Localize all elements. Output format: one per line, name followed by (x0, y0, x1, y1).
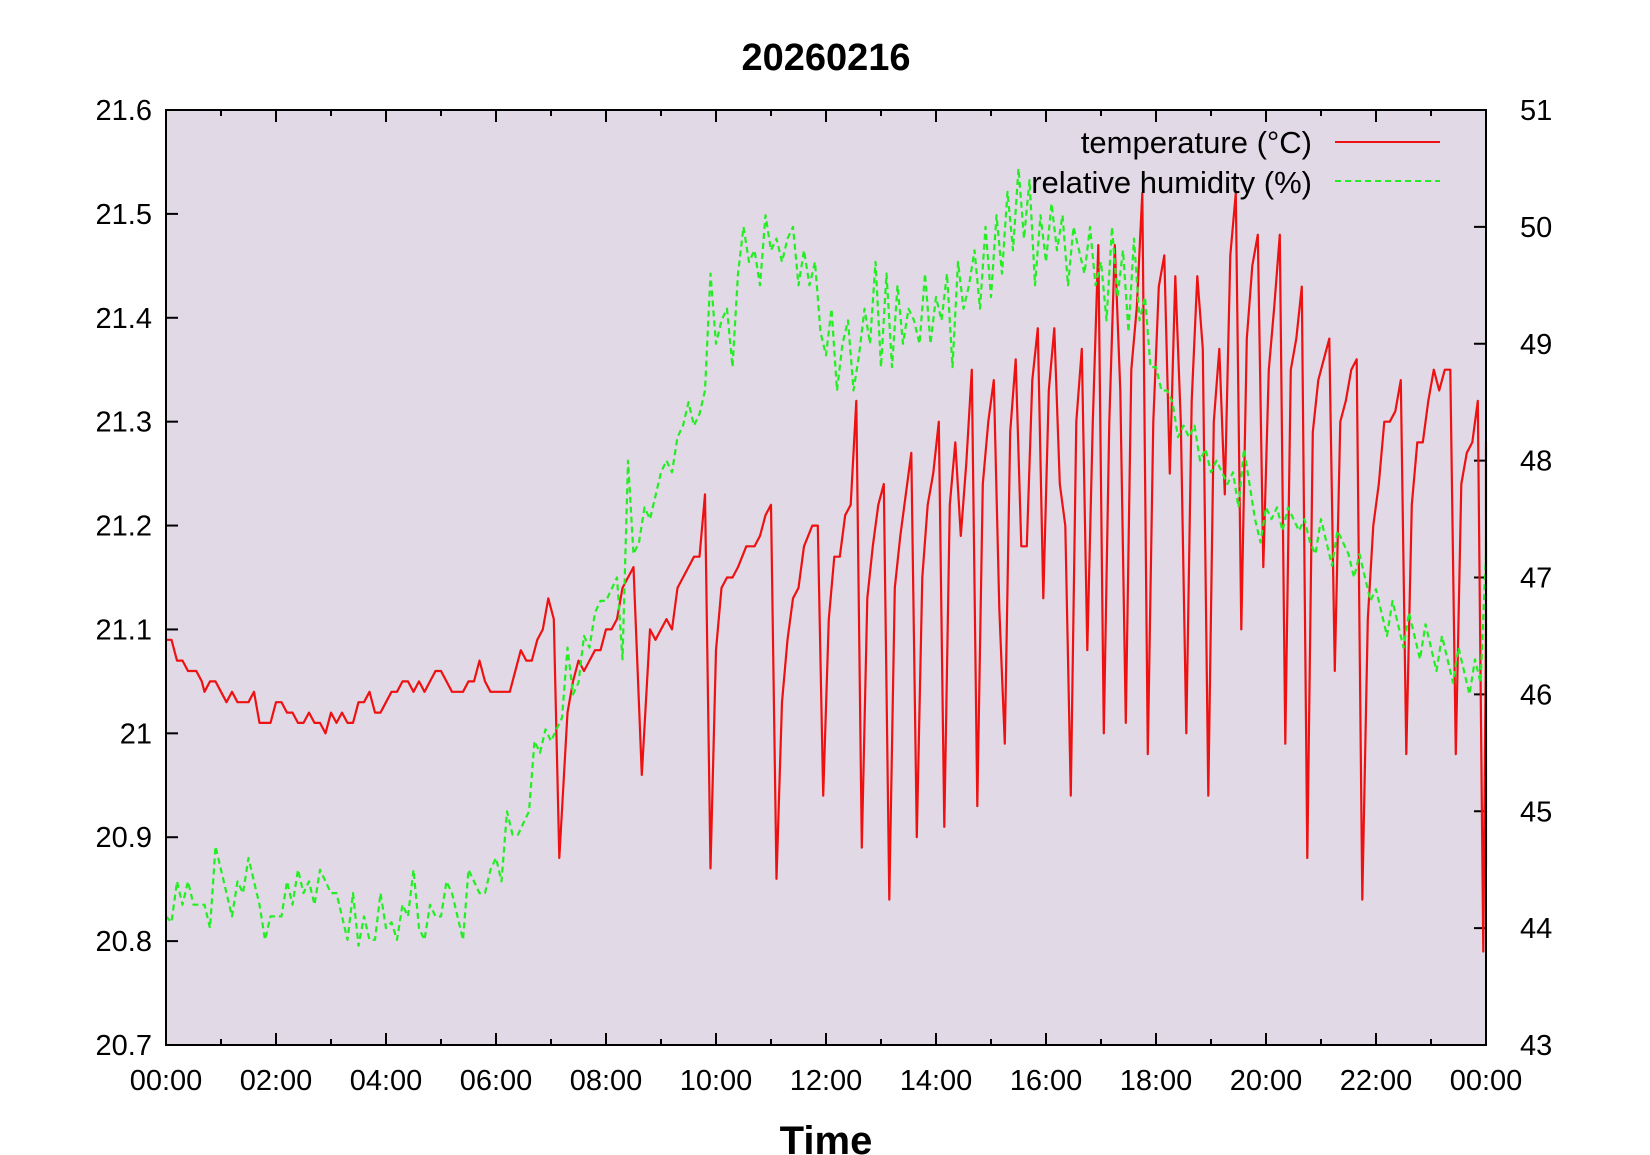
right-tick-label: 49 (1520, 329, 1552, 361)
left-tick-label: 21.6 (96, 95, 152, 127)
series-line-temperature (166, 192, 1488, 953)
left-tick-label: 21.4 (96, 303, 152, 335)
left-tick-label: 21.5 (96, 199, 152, 231)
x-tick-label: 12:00 (790, 1065, 863, 1097)
x-tick-label: 00:00 (1450, 1065, 1523, 1097)
x-axis-label: Time (780, 1119, 873, 1155)
right-tick-label: 44 (1520, 913, 1552, 945)
right-axis: 43 44 45 46 47 48 49 50 51 (1520, 95, 1552, 1062)
x-tick-label: 08:00 (570, 1065, 643, 1097)
left-tick-label: 21.2 (96, 511, 152, 543)
left-tick-label: 21.1 (96, 614, 152, 646)
left-tick-label: 20.7 (96, 1030, 152, 1062)
x-tick-label: 22:00 (1340, 1065, 1413, 1097)
x-axis: 00:00 02:00 04:00 06:00 08:00 10:00 12:00 14:00… (130, 1065, 1523, 1097)
series-line-humidity (165, 167, 1488, 947)
x-tick-label: 20:00 (1230, 1065, 1303, 1097)
plot-frame (165, 109, 1487, 1046)
legend-label-temperature: temperature (°C) (1081, 125, 1312, 160)
right-tick-label: 51 (1520, 95, 1552, 127)
plot-area (166, 110, 1486, 1045)
right-tick-label: 50 (1520, 212, 1552, 244)
x-tick-label: 06:00 (460, 1065, 533, 1097)
left-tick-label: 20.9 (96, 822, 152, 854)
x-tick-label: 14:00 (900, 1065, 973, 1097)
legend-label-humidity: relative humidity (%) (1031, 165, 1312, 200)
x-tick-label: 18:00 (1120, 1065, 1193, 1097)
right-tick-label: 48 (1520, 446, 1552, 478)
right-tick-label: 43 (1520, 1030, 1552, 1062)
left-tick-label: 21 (120, 718, 152, 750)
left-tick-label: 20.8 (96, 926, 152, 958)
series-layer (165, 167, 1488, 953)
right-tick-label: 45 (1520, 796, 1552, 828)
chart-title: 20260216 (741, 37, 910, 79)
x-tick-label: 16:00 (1010, 1065, 1083, 1097)
x-tick-label: 10:00 (680, 1065, 753, 1097)
left-axis: 20.7 20.8 20.9 21 21.1 21.2 21.3 21.4 21.5 21.6 (96, 95, 152, 1062)
right-tick-label: 46 (1520, 679, 1552, 711)
x-tick-label: 04:00 (350, 1065, 423, 1097)
left-tick-label: 21.3 (96, 407, 152, 439)
legend: temperature (°C) relative humidity (%) (1031, 125, 1440, 200)
right-tick-label: 47 (1520, 563, 1552, 595)
x-tick-label: 00:00 (130, 1065, 203, 1097)
x-tick-label: 02:00 (240, 1065, 313, 1097)
